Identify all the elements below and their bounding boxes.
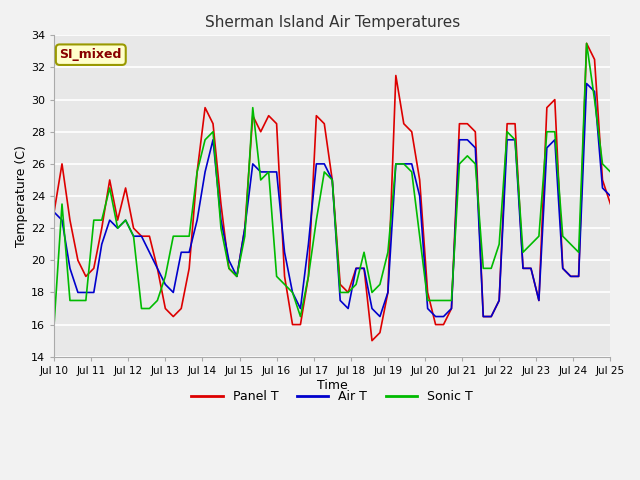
Legend: Panel T, Air T, Sonic T: Panel T, Air T, Sonic T [186, 385, 478, 408]
Air T [607, 193, 614, 199]
Panel T [607, 201, 614, 207]
Air T [583, 81, 591, 86]
Panel T [321, 121, 328, 127]
Panel T [368, 338, 376, 344]
Air T [50, 209, 58, 215]
Y-axis label: Temperature (C): Temperature (C) [15, 145, 28, 247]
Panel T [66, 217, 74, 223]
Panel T [583, 40, 591, 46]
Air T [376, 313, 384, 319]
Text: SI_mixed: SI_mixed [60, 48, 122, 61]
Panel T [50, 209, 58, 215]
Sonic T [472, 161, 479, 167]
Panel T [591, 57, 598, 62]
X-axis label: Time: Time [317, 379, 348, 392]
Sonic T [209, 129, 217, 134]
Air T [321, 161, 328, 167]
Sonic T [50, 322, 58, 327]
Sonic T [575, 250, 582, 255]
Sonic T [384, 250, 392, 255]
Panel T [559, 265, 566, 271]
Sonic T [321, 169, 328, 175]
Air T [130, 233, 138, 239]
Panel T [392, 72, 399, 78]
Air T [591, 89, 598, 95]
Air T [559, 265, 566, 271]
Air T [66, 265, 74, 271]
Sonic T [66, 298, 74, 303]
Panel T [130, 225, 138, 231]
Sonic T [583, 40, 591, 46]
Line: Panel T: Panel T [54, 43, 611, 341]
Air T [392, 161, 399, 167]
Title: Sherman Island Air Temperatures: Sherman Island Air Temperatures [205, 15, 460, 30]
Line: Sonic T: Sonic T [54, 43, 611, 324]
Line: Air T: Air T [54, 84, 611, 316]
Sonic T [607, 169, 614, 175]
